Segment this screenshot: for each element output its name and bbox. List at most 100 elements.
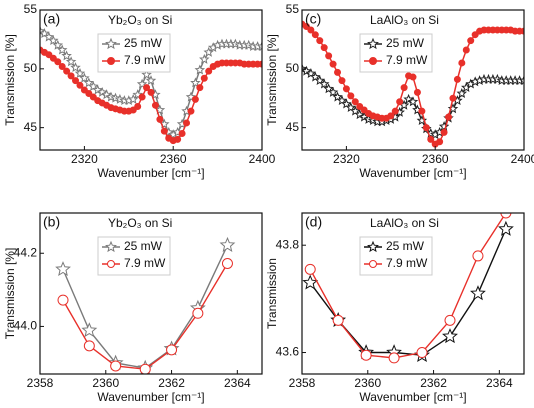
x-axis-label: Wavenumber [cm⁻¹] (97, 166, 204, 180)
marker (105, 240, 117, 253)
marker (61, 50, 72, 61)
marker (151, 101, 159, 109)
marker (160, 127, 168, 135)
marker (129, 106, 137, 114)
marker (221, 257, 233, 269)
marker (178, 130, 186, 138)
marker (396, 98, 404, 106)
marker (302, 274, 319, 290)
marker (139, 363, 151, 374)
plot-frame (39, 9, 263, 151)
marker (369, 260, 377, 268)
marker (70, 62, 81, 73)
marker (302, 22, 310, 30)
marker (445, 113, 453, 121)
x-tick-label: 2360 (354, 376, 381, 390)
marker (458, 59, 466, 67)
marker (110, 360, 122, 372)
marker (48, 35, 59, 46)
marker (256, 41, 262, 51)
x-tick-label: 2360 (160, 152, 187, 166)
marker (416, 347, 428, 359)
marker (258, 60, 262, 68)
y-tick-label: 44.2 (14, 245, 38, 259)
marker (196, 84, 204, 92)
marker (342, 85, 350, 93)
y-tick-label: 44.0 (14, 319, 38, 333)
x-tick-label: 2364 (224, 376, 251, 390)
marker (427, 135, 435, 143)
x-tick-label: 2320 (333, 152, 360, 166)
marker (351, 98, 359, 106)
plot-area (302, 213, 514, 364)
y-tick-label: 45 (24, 120, 38, 134)
panel-label: (c) (305, 11, 321, 27)
marker (52, 39, 64, 50)
legend-label: 25 mW (386, 36, 425, 50)
marker (200, 74, 208, 82)
marker (134, 102, 142, 110)
annotation: Yb₂O₃ on Si (108, 216, 172, 230)
marker (518, 75, 524, 86)
marker (58, 62, 66, 70)
marker (190, 77, 201, 88)
marker (56, 44, 68, 55)
x-axis-label: Wavenumber [cm⁻¹] (359, 166, 466, 180)
marker (194, 64, 206, 75)
panel-label: (d) (305, 214, 322, 230)
marker (347, 92, 355, 100)
marker (156, 115, 164, 123)
marker (72, 77, 80, 85)
marker (440, 128, 448, 136)
marker (205, 67, 213, 75)
marker (80, 86, 88, 94)
y-axis-label: Transmission [%] (3, 34, 17, 126)
marker (145, 75, 157, 86)
marker (360, 349, 372, 361)
marker (470, 285, 486, 301)
y-tick-label: 55 (286, 2, 300, 16)
marker (442, 328, 458, 344)
marker (203, 46, 214, 57)
marker (83, 340, 95, 352)
marker (187, 107, 195, 115)
x-axis-label: Wavenumber [cm⁻¹] (97, 390, 204, 404)
marker (334, 68, 342, 76)
marker (147, 88, 155, 96)
marker (498, 220, 514, 236)
legend-label: 7.9 mW (124, 256, 166, 270)
plot-area (40, 25, 262, 145)
y-tick-label: 43.6 (276, 345, 300, 359)
marker (387, 112, 395, 120)
marker (166, 344, 178, 356)
marker (138, 93, 146, 101)
marker (63, 67, 71, 75)
marker (438, 121, 450, 131)
marker (416, 115, 428, 126)
marker (89, 93, 97, 101)
marker (444, 314, 456, 326)
marker (456, 88, 468, 98)
marker (65, 56, 77, 67)
series-line (62, 263, 229, 370)
x-tick-label: 2358 (289, 376, 316, 390)
marker (367, 37, 379, 50)
marker (471, 31, 479, 39)
legend-label: 7.9 mW (386, 256, 428, 270)
marker (467, 37, 475, 45)
marker (143, 84, 151, 92)
marker (453, 75, 461, 83)
marker (332, 314, 344, 326)
marker (307, 26, 315, 34)
marker (449, 94, 457, 102)
plot-area (55, 236, 236, 374)
marker (327, 86, 339, 97)
marker (520, 27, 524, 35)
x-tick-label: 2360 (422, 152, 449, 166)
marker (360, 106, 368, 114)
marker (191, 95, 199, 103)
marker (74, 68, 86, 78)
x-tick-label: 2362 (420, 376, 447, 390)
marker (192, 307, 204, 319)
